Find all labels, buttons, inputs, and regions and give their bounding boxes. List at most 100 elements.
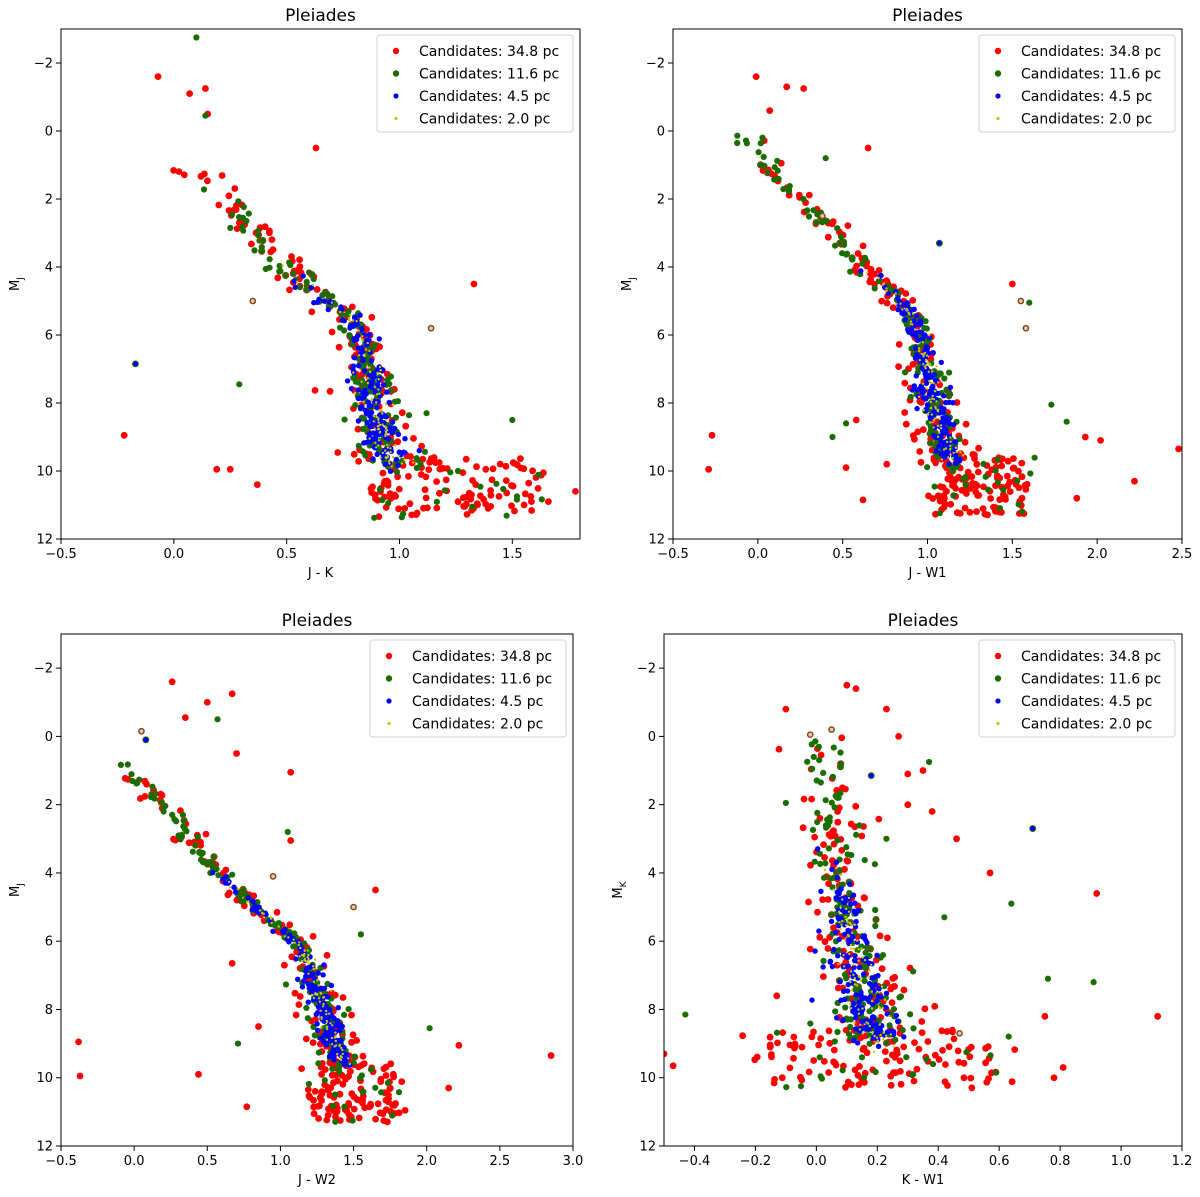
point-series-4	[911, 312, 915, 315]
point-series-1	[511, 507, 518, 515]
point-series-4	[384, 433, 387, 436]
point-series-1	[985, 1075, 992, 1082]
point-series-1	[376, 1109, 384, 1117]
point-series-1	[367, 1102, 374, 1110]
point-series-4	[894, 292, 897, 295]
point-series-1	[528, 507, 535, 514]
point-series-4	[384, 402, 388, 406]
point-series-1	[406, 500, 414, 508]
point-series-3	[845, 963, 851, 969]
point-series-2	[837, 749, 844, 756]
legend-marker-2	[385, 675, 393, 682]
legend-label-4: Candidates: 2.0 pc	[419, 112, 550, 128]
point-series-2	[872, 906, 879, 914]
point-series-3	[919, 336, 926, 342]
y-axis-label: MJ	[8, 277, 26, 291]
point-series-1	[422, 494, 430, 502]
point-series-4	[937, 381, 940, 384]
point-series-1	[232, 206, 240, 214]
point-series-4	[281, 264, 284, 267]
point-series-3	[339, 1023, 345, 1030]
point-series-3	[884, 1011, 890, 1017]
point-series-4	[377, 421, 380, 424]
x-tick-label: 2.5	[1172, 547, 1193, 562]
point-series-1	[1008, 1078, 1016, 1086]
point-series-3	[852, 900, 858, 906]
point-series-4	[322, 995, 326, 999]
point-series-2	[908, 345, 915, 352]
point-series-1	[860, 894, 868, 902]
point-series-1	[984, 511, 991, 519]
point-series-1	[786, 1041, 794, 1049]
point-series-4	[932, 398, 936, 401]
point-series-4	[368, 349, 371, 353]
point-series-1	[943, 488, 950, 495]
point-series-1	[502, 477, 510, 484]
point-series-1	[496, 460, 504, 468]
point-series-1	[791, 1042, 799, 1049]
point-series-1	[969, 479, 976, 487]
point-series-1	[795, 191, 803, 199]
point-series-2	[378, 1089, 385, 1096]
point-series-2	[196, 848, 203, 856]
point-series-2	[936, 510, 943, 517]
outlier-point-green	[234, 1040, 242, 1047]
point-series-4	[837, 910, 841, 913]
chart-panel-4: Pleiades −0.4 −0.2 0.0 0.2 0.4 0.6 0.8 1.0 1.2 −2 0…	[611, 611, 1192, 1188]
point-series-3	[375, 381, 381, 388]
point-series-3	[904, 300, 910, 306]
point-series-3	[829, 963, 836, 970]
point-series-2	[845, 1031, 853, 1038]
point-series-1	[911, 1039, 918, 1046]
point-series-4	[412, 461, 415, 464]
point-series-1	[878, 965, 886, 973]
point-series-1	[520, 501, 528, 509]
point-series-4	[377, 439, 381, 442]
point-series-1	[972, 488, 980, 496]
point-series-2	[349, 341, 356, 348]
x-tick-label: 0.8	[1050, 1154, 1071, 1169]
point-series-1	[811, 833, 818, 841]
point-series-3	[874, 1025, 881, 1032]
point-series-3	[295, 976, 301, 982]
outlier-point-red	[1050, 1074, 1058, 1082]
point-series-2	[987, 1052, 994, 1059]
point-series-2	[734, 132, 741, 139]
point-series-1	[224, 891, 232, 899]
point-series-3	[946, 461, 952, 467]
point-series-1	[770, 1079, 778, 1087]
point-series-3	[901, 1034, 907, 1040]
outlier-point-green	[202, 112, 209, 119]
point-series-3	[389, 419, 396, 425]
point-series-4	[348, 316, 351, 320]
point-series-1	[942, 1061, 949, 1068]
outlier-point-green	[941, 914, 948, 921]
point-series-1	[266, 229, 273, 237]
point-series-3	[869, 983, 875, 989]
point-series-4	[368, 437, 371, 440]
point-series-2	[311, 1032, 318, 1039]
point-series-2	[538, 496, 545, 503]
point-series-2	[315, 1060, 322, 1067]
y-tick-label: 8	[45, 1003, 53, 1018]
point-series-1	[527, 493, 535, 500]
point-series-4	[379, 456, 382, 459]
point-series-3	[379, 413, 385, 420]
point-series-1	[336, 1117, 344, 1124]
point-series-3	[402, 436, 408, 442]
point-series-4	[375, 446, 378, 449]
point-series-3	[920, 357, 926, 363]
point-series-2	[761, 162, 768, 169]
x-tick-label: 0.6	[989, 1154, 1010, 1169]
outlier-point-red	[852, 685, 860, 693]
point-series-3	[861, 971, 867, 977]
point-series-1	[425, 466, 433, 473]
point-series-4	[857, 1012, 861, 1015]
point-series-2	[839, 1067, 846, 1074]
point-series-1	[395, 485, 403, 493]
point-series-1	[896, 1057, 904, 1065]
point-series-4	[306, 956, 309, 959]
chart-title: Pleiades	[888, 611, 959, 631]
point-series-2	[950, 492, 957, 499]
point-series-4	[360, 380, 363, 383]
